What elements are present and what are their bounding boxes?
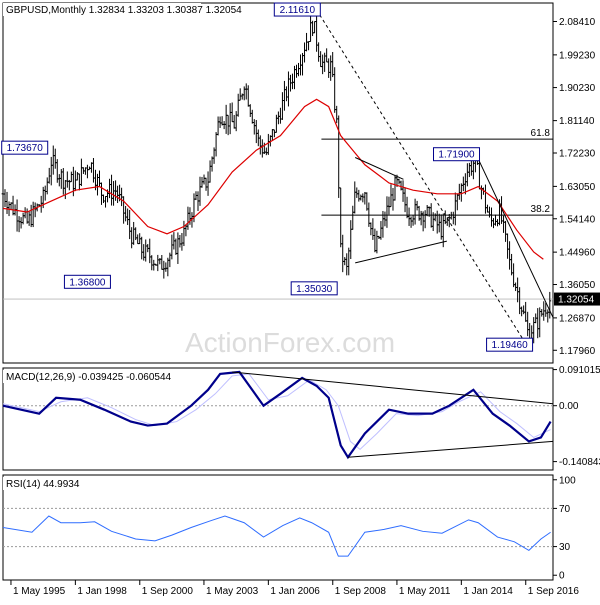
price-y-tick-label: 1.44960 [559,248,596,259]
price-y-tick-label: 1.90230 [559,83,596,94]
macd-panel-frame [2,367,554,471]
rsi-line [2,515,551,557]
price-title: GBPUSD,Monthly 1.32834 1.33203 1.30387 1… [6,5,242,16]
macd-y-tick-label: 0.00 [559,401,579,412]
x-axis: 1 May 1995 1 Jan 1998 1 Sep 2000 1 May 2003… [10,580,580,597]
macd-title-bg [3,370,173,383]
price-callout-box [290,281,338,296]
x-tick-label: 1 May 2003 [206,586,259,597]
price-callout-label: 1.36800 [69,277,106,288]
price-callout-box [273,2,321,17]
macd-y-tick-label: -0.140843 [559,457,600,468]
x-tick-label: 1 Jan 2014 [463,586,513,597]
x-tick-label: 1 Sep 2008 [335,586,387,597]
rsi-title-bg [3,477,83,490]
price-callout-label: 2.11610 [280,5,316,16]
price-callout-label: 1.71900 [438,150,475,161]
current-price-tag [554,292,600,306]
price-y-tick-label: 1.26870 [559,313,596,324]
price-callout-box [1,140,49,155]
macd-title: MACD(12,26,9) -0.039425 -0.060544 [6,372,172,383]
rsi-y-tick-label: 0 [559,571,565,582]
price-y-tick-label: 1.63050 [559,182,596,193]
macd-trendline [232,371,554,405]
x-tick-label: 1 Jan 1998 [77,586,127,597]
x-tick-label: 1 Jan 2006 [270,586,320,597]
price-trendline [475,153,554,318]
fib-level-label: 61.8 [531,128,551,139]
price-trendline [354,157,404,180]
price-callout-box [433,147,481,162]
price-y-tick-label: 1.81140 [559,116,595,127]
price-callout-box [63,274,111,289]
watermark: ActionForex.com [185,327,395,358]
macd-y-tick-label: 0.091015 [559,365,600,376]
fib-level-label: 38.2 [531,204,551,215]
price-callout-label: 1.73670 [7,143,44,154]
macd-trendline [347,440,554,458]
price-y-tick-label: 1.17960 [559,346,596,357]
rsi-y-tick-label: 70 [559,504,571,515]
macd-layer: 0.091015 0.00 -0.140843 [2,365,600,468]
price-y-tick-label: 1.36050 [559,280,596,291]
x-tick-label: 1 May 2011 [399,586,451,597]
price-title-bg [3,3,201,16]
current-price-tag-label: 1.32054 [558,295,595,306]
price-y-tick-label: 1.99230 [559,50,596,61]
price-trendline [355,240,447,264]
x-tick-label: 1 Sep 2000 [142,586,194,597]
x-tick-label: 1 Sep 2016 [528,586,580,597]
price-layer: 1.17960 1.26870 1.36050 1.44960 1.54140 1.630… [1,2,600,357]
rsi-title: RSI(14) 44.9934 [6,479,80,490]
macd-line [2,370,552,460]
price-y-tick-label: 1.54140 [559,214,596,225]
price-callout-box [486,337,534,352]
price-callout-label: 1.19460 [492,340,529,351]
price-callout-label: 1.35030 [296,284,333,295]
x-tick-label: 1 May 1995 [13,586,66,597]
moving-average-line [2,98,544,260]
price-y-tick-label: 1.72230 [559,149,596,160]
rsi-layer: 100 70 30 0 [2,475,576,582]
rsi-y-tick-label: 100 [559,475,576,486]
price-y-tick-label: 2.08410 [559,17,596,28]
rsi-y-tick-label: 30 [559,542,571,553]
